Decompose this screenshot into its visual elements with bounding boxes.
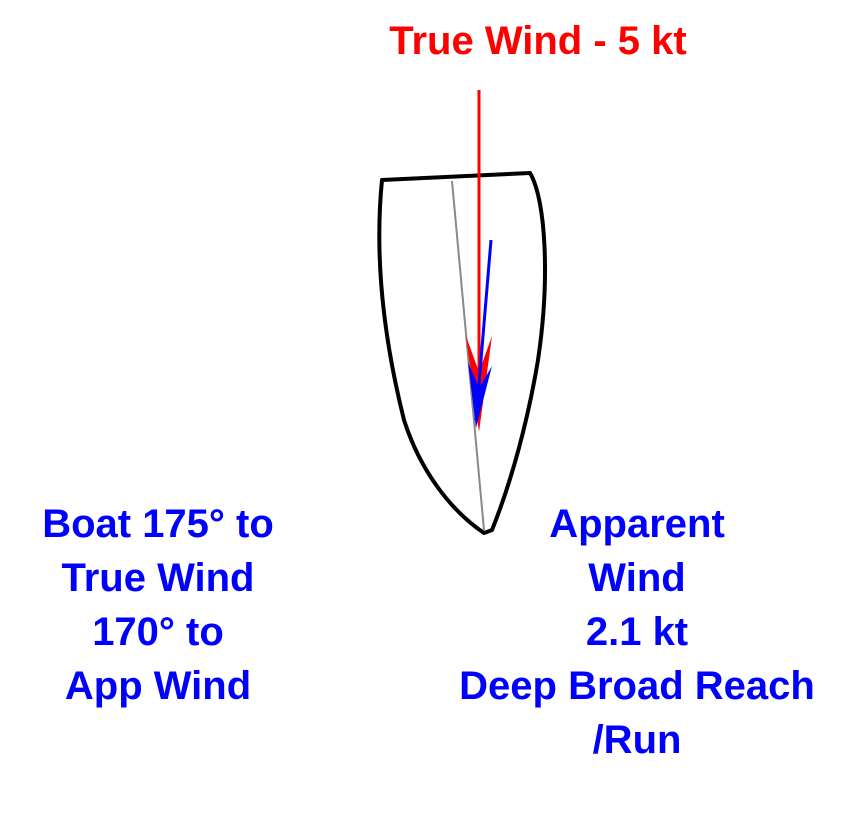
apparent-wind-speed: 2.1 kt: [585, 610, 689, 654]
apparent-wind-line: Apparent: [549, 502, 725, 546]
boat-angle-line: 170° to: [92, 610, 224, 654]
boat-centerline: [451, 180, 485, 531]
boat-angle-line: Boat 175° to: [42, 502, 274, 546]
boat-hull-icon: [377, 171, 547, 535]
apparent-wind-arrow-icon: [468, 362, 492, 428]
boat-angle-caption: Boat 175° to True Wind 170° to App Wind: [8, 497, 308, 713]
boat-angle-line: True Wind: [61, 556, 255, 600]
apparent-wind-caption: Apparent Wind 2.1 kt Deep Broad Reach /R…: [432, 497, 842, 767]
true-wind-title: True Wind - 5 kt: [389, 19, 687, 63]
point-of-sail: /Run: [592, 718, 682, 762]
boat-angle-line: App Wind: [64, 664, 252, 708]
point-of-sail: Deep Broad Reach: [459, 664, 815, 708]
apparent-wind-line: Wind: [588, 556, 686, 600]
